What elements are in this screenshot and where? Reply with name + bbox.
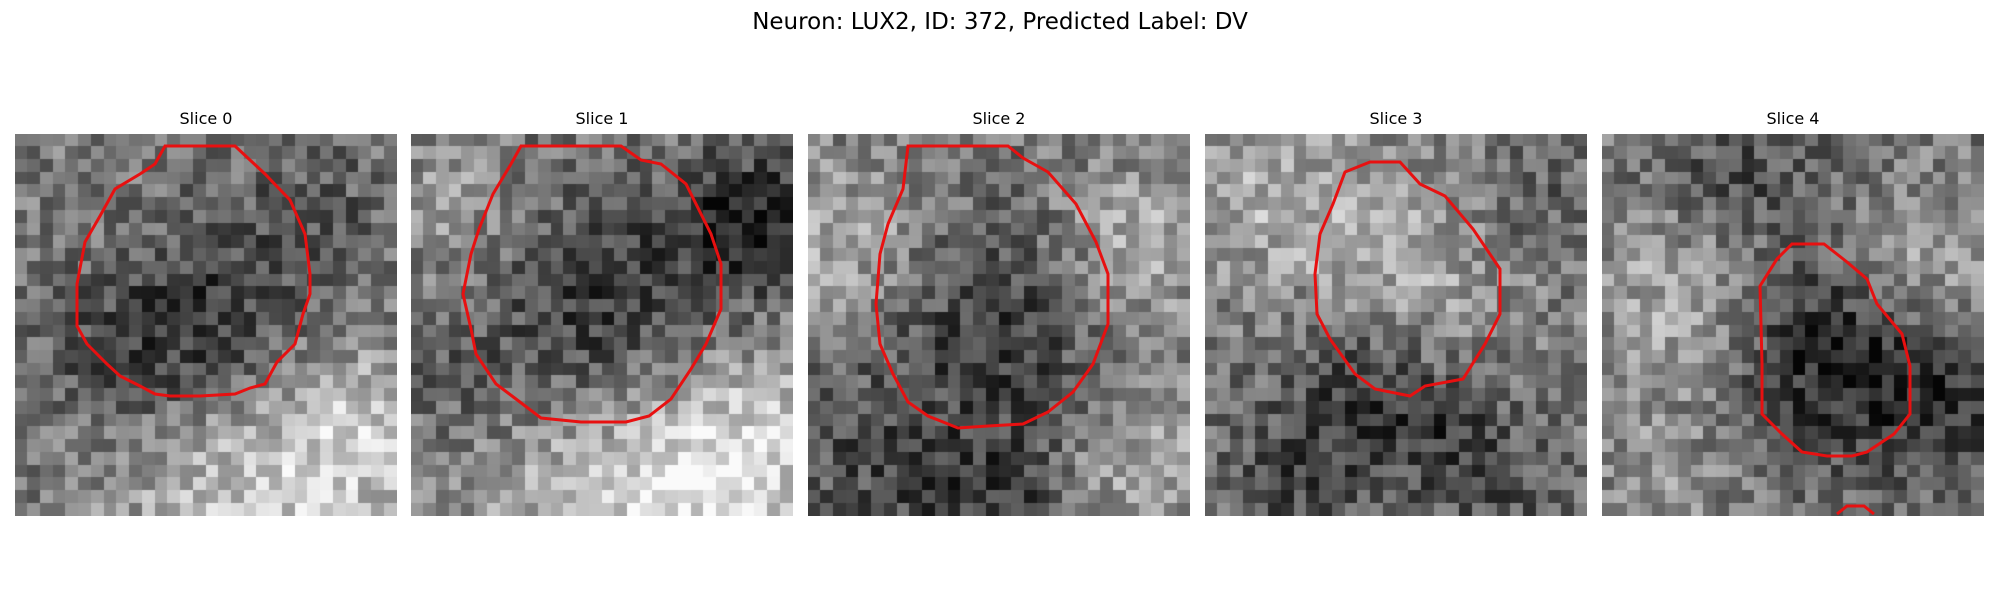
- roi-contour-4: [1758, 242, 1912, 516]
- slice-title-3: Slice 3: [1369, 109, 1423, 128]
- slice-panel-0: Slice 0: [15, 108, 397, 520]
- roi-contour-1: [461, 144, 723, 424]
- slice-title-2: Slice 2: [972, 109, 1026, 128]
- slice-image-1: [411, 134, 793, 516]
- figure-title: Neuron: LUX2, ID: 372, Predicted Label: …: [752, 9, 1248, 35]
- roi-contour-2: [874, 144, 1110, 430]
- slice-image-0: [15, 134, 397, 516]
- roi-outline: [1758, 242, 1912, 458]
- roi-outline: [1313, 160, 1502, 398]
- slice-title-4: Slice 4: [1766, 109, 1820, 128]
- slice-panel-2: Slice 2: [808, 108, 1190, 520]
- roi-contour-3: [1313, 160, 1502, 398]
- slice-title-1: Slice 1: [575, 109, 629, 128]
- slice-panel-3: Slice 3: [1205, 108, 1587, 520]
- roi-outline: [75, 144, 312, 398]
- roi-outline: [461, 144, 723, 424]
- slice-panel-1: Slice 1: [411, 108, 793, 520]
- slice-image-2: [808, 134, 1190, 516]
- slice-panel-4: Slice 4: [1602, 108, 1984, 520]
- roi-outline: [874, 144, 1110, 430]
- slice-image-4: [1602, 134, 1984, 516]
- slice-title-0: Slice 0: [179, 109, 233, 128]
- slice-image-3: [1205, 134, 1587, 516]
- roi-outline-partial: [1836, 504, 1875, 516]
- roi-contour-0: [75, 144, 312, 398]
